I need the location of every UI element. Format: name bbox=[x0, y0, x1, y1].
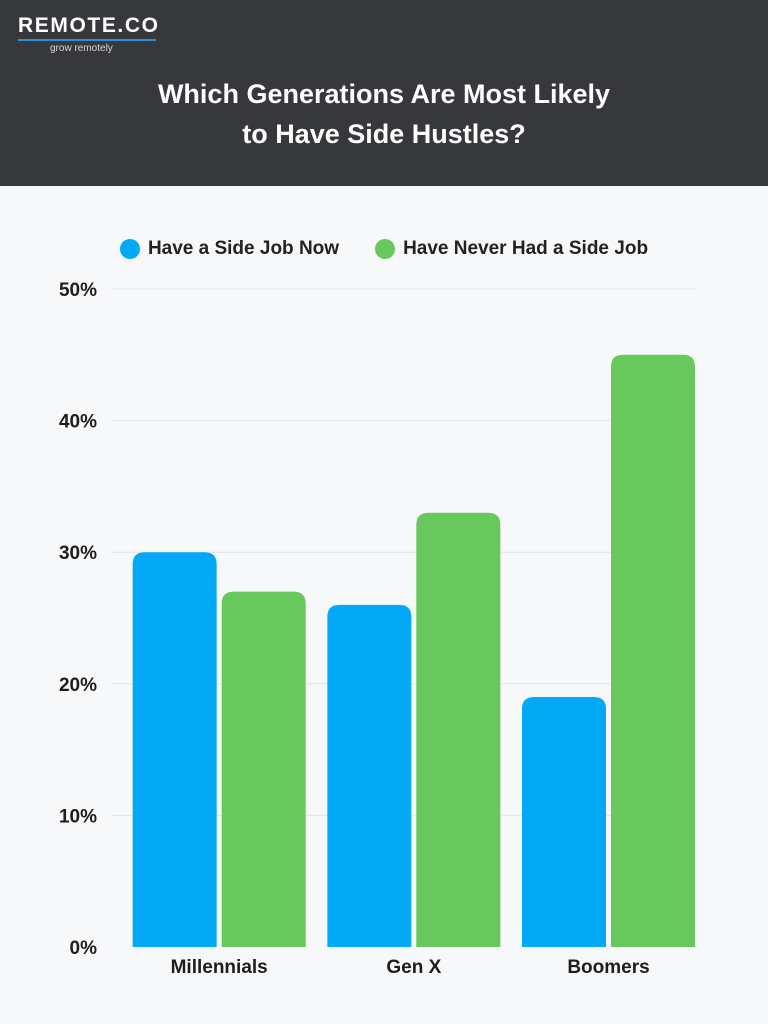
bar bbox=[611, 354, 695, 947]
chart-title-line-2: to Have Side Hustles? bbox=[242, 119, 526, 149]
header-banner: REMOTE.CO grow remotely Which Generation… bbox=[0, 0, 768, 186]
legend-label-side-job-now: Have a Side Job Now bbox=[147, 238, 340, 259]
legend-item-side-job-now: Have a Side Job Now bbox=[119, 238, 340, 260]
y-tick-label: 20% bbox=[59, 675, 97, 696]
logo-tagline: grow remotely bbox=[50, 43, 113, 54]
y-tick-label: 40% bbox=[59, 412, 97, 433]
y-tick-label: 50% bbox=[59, 280, 97, 301]
bar bbox=[416, 512, 501, 947]
y-tick-label: 30% bbox=[59, 543, 97, 564]
legend-swatch-never-side-job bbox=[375, 239, 396, 259]
legend-swatch-side-job-now bbox=[119, 239, 140, 259]
x-tick-label: Gen X bbox=[386, 957, 441, 978]
bar bbox=[221, 591, 306, 947]
chart-title: Which Generations Are Most Likely to Hav… bbox=[0, 74, 768, 154]
bar bbox=[132, 552, 217, 947]
x-tick-label: Millennials bbox=[171, 957, 268, 978]
legend-item-never-side-job: Have Never Had a Side Job bbox=[375, 238, 648, 260]
y-tick-label: 0% bbox=[70, 938, 98, 959]
x-tick-label: Boomers bbox=[567, 957, 649, 978]
remote-co-logo[interactable]: REMOTE.CO grow remotely bbox=[18, 14, 160, 55]
chart-legend: Have a Side Job Now Have Never Had a Sid… bbox=[0, 238, 768, 260]
chart-title-line-1: Which Generations Are Most Likely bbox=[157, 79, 611, 109]
logo-underline bbox=[18, 39, 156, 41]
logo-wordmark: REMOTE.CO bbox=[18, 14, 160, 37]
y-tick-label: 10% bbox=[59, 806, 97, 827]
bar bbox=[522, 696, 606, 947]
bar bbox=[327, 604, 412, 947]
legend-label-never-side-job: Have Never Had a Side Job bbox=[403, 238, 649, 259]
